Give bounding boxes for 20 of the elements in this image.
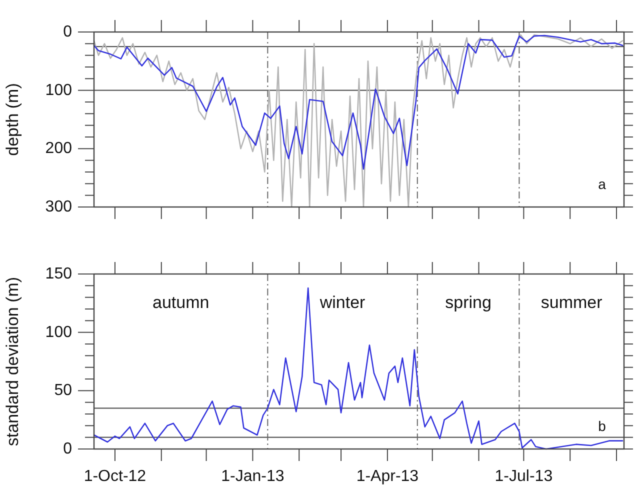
annotation: summer xyxy=(540,293,603,312)
y-tick-label: 300 xyxy=(45,198,72,216)
y-tick-label: 0 xyxy=(63,24,72,40)
y-tick-label: 100 xyxy=(45,82,72,99)
y-tick-label: 50 xyxy=(54,382,72,400)
x-tick-label: 1-Jan-13 xyxy=(221,468,284,485)
x-tick-label: 1-Apr-13 xyxy=(356,468,419,485)
y-tick-label: 200 xyxy=(45,140,72,158)
y-tick-label: 0 xyxy=(63,440,72,458)
y-axis-title: standard deviation (m) xyxy=(3,276,22,446)
y-axis-title: depth (m) xyxy=(3,83,22,156)
annotation: autumn xyxy=(152,293,210,312)
annotation: winter xyxy=(318,293,366,312)
x-tick-label: 1-Jul-13 xyxy=(494,468,553,485)
annotation: a xyxy=(598,176,606,192)
y-tick-label: 150 xyxy=(45,266,72,282)
y-tick-label: 100 xyxy=(45,324,72,341)
annotation: spring xyxy=(445,293,492,312)
x-tick-label: 1-Oct-12 xyxy=(84,468,146,485)
annotation: b xyxy=(598,418,606,434)
